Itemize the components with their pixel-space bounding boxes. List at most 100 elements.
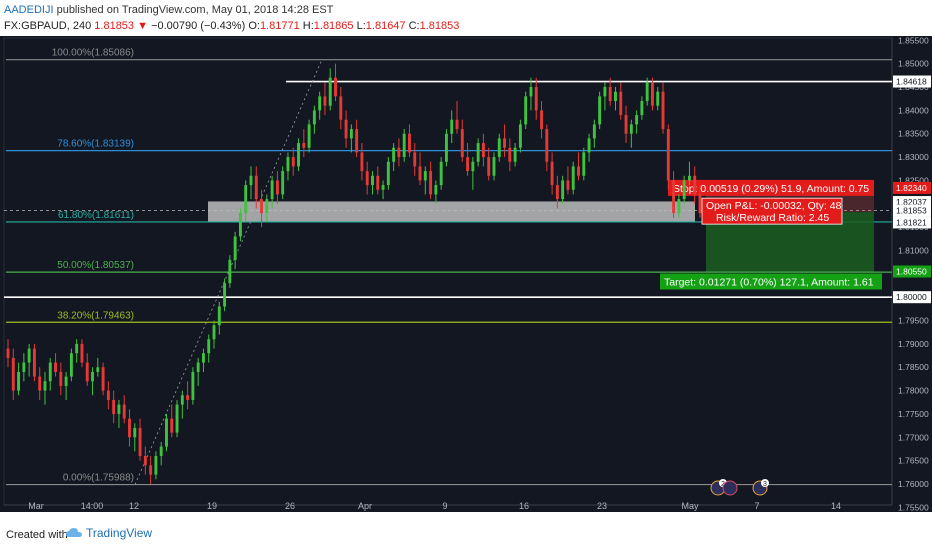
price-axis-label: 1.76000 xyxy=(898,479,929,489)
target-box xyxy=(660,273,882,290)
high-value: 1.81865 xyxy=(313,20,354,32)
candle-body xyxy=(17,371,21,391)
candle-body xyxy=(6,348,10,358)
stop-text: Stop: 0.00519 (0.29%) 51.9, Amount: 0.75 xyxy=(673,183,869,195)
candle-body xyxy=(386,161,390,186)
candle-body xyxy=(75,343,79,354)
candle-body xyxy=(38,376,42,391)
price-axis-label: 1.84000 xyxy=(898,105,929,115)
candle-body xyxy=(598,96,602,125)
candle-body xyxy=(328,77,332,106)
candle-body xyxy=(413,152,417,167)
candle-body xyxy=(429,171,433,195)
support-zone xyxy=(208,201,695,222)
price-tag-label: 1.84618 xyxy=(896,77,927,87)
price-chart[interactable]: 100.00%(1.85086) 78.60%(1.83139) 61.80%(1.… xyxy=(0,35,932,512)
candle-body xyxy=(112,399,116,414)
price-tag-label: 1.81853 xyxy=(896,206,927,216)
time-axis-label: 19 xyxy=(207,501,217,511)
time-axis-label: 9 xyxy=(442,501,447,511)
candle-body xyxy=(122,404,126,419)
candle-body xyxy=(540,110,543,130)
candle-body xyxy=(165,418,168,447)
candle-body xyxy=(106,390,110,400)
candle-body xyxy=(408,133,411,153)
footer: Created with TradingView xyxy=(0,512,932,550)
open-value: 1.81771 xyxy=(259,20,300,32)
price-tag-label: 1.80550 xyxy=(896,267,927,277)
price-axis-label: 1.82500 xyxy=(898,175,929,185)
candle-body xyxy=(455,119,459,130)
candle-body xyxy=(571,166,575,190)
candle-body xyxy=(128,418,131,438)
candle-body xyxy=(59,371,63,386)
candle-body xyxy=(355,129,359,153)
candle-body xyxy=(645,82,649,102)
price-axis-label: 1.85000 xyxy=(898,59,929,69)
candle-body xyxy=(344,119,348,139)
candle-body xyxy=(687,175,691,181)
candle-body xyxy=(91,371,94,382)
close-value: 1.81853 xyxy=(419,20,460,32)
candle-body xyxy=(32,348,36,377)
candle-body xyxy=(334,77,337,97)
candle-body xyxy=(397,147,401,158)
publish-text: published on TradingView.com, May 01, 20… xyxy=(56,4,334,16)
price-axis-label: 1.77500 xyxy=(898,409,929,419)
candle-body xyxy=(629,124,633,134)
event-count: 2 xyxy=(721,481,725,488)
candle-body xyxy=(566,180,570,190)
candle-body xyxy=(212,325,216,340)
price-axis-label: 1.78000 xyxy=(898,386,929,396)
candle-body xyxy=(80,343,84,363)
candle-body xyxy=(349,129,353,139)
candle-body xyxy=(170,418,174,433)
candle-body xyxy=(402,133,406,158)
time-axis-label: 14 xyxy=(831,501,841,511)
candle-body xyxy=(698,194,702,214)
chart-area[interactable]: 100.00%(1.85086) 78.60%(1.83139) 61.80%(1.… xyxy=(0,35,932,512)
price-axis-label: 1.77000 xyxy=(898,432,929,442)
candle-body xyxy=(69,353,73,377)
author-link[interactable]: AADEDIJI xyxy=(4,4,54,16)
brand-name: TradingView xyxy=(86,526,153,540)
candle-body xyxy=(651,82,654,106)
candle-body xyxy=(682,180,686,200)
candle-body xyxy=(614,91,617,102)
candle-body xyxy=(312,110,316,125)
candle-body xyxy=(487,157,491,176)
price-axis-label: 1.76500 xyxy=(898,456,929,466)
candle-body xyxy=(497,138,501,158)
candle-body xyxy=(233,236,237,260)
candle-body xyxy=(186,395,190,400)
candle-body xyxy=(117,404,121,414)
candle-body xyxy=(460,129,464,158)
candle-body xyxy=(635,115,639,125)
candle-body xyxy=(260,199,264,214)
candle-body xyxy=(48,362,52,382)
candle-body xyxy=(101,367,105,391)
time-axis-label: 26 xyxy=(285,501,295,511)
candle-body xyxy=(508,147,512,162)
candle-body xyxy=(360,152,364,172)
tradingview-logo[interactable]: TradingView xyxy=(66,526,152,540)
open-label: O: xyxy=(248,20,260,32)
fib-label: 38.20%(1.79463) xyxy=(57,310,134,321)
price-axis-label: 1.79000 xyxy=(898,339,929,349)
candle-body xyxy=(529,87,533,97)
event-count-badge xyxy=(761,479,769,487)
price-change: −0.00790 (−0.43%) xyxy=(151,20,246,32)
candle-body xyxy=(381,185,385,190)
fib-label: 50.00%(1.80537) xyxy=(57,260,134,271)
candle-body xyxy=(392,147,396,162)
candle-body xyxy=(439,161,443,186)
candle-body xyxy=(323,96,327,106)
candle-body xyxy=(592,124,596,139)
fib-label: 61.80%(1.81611) xyxy=(58,210,134,221)
price-tag xyxy=(893,75,931,88)
candle-body xyxy=(159,446,163,456)
pnl-box xyxy=(701,197,843,225)
fib-label: 100.00%(1.85086) xyxy=(52,48,134,59)
candle-body xyxy=(545,129,549,162)
low-value: 1.81647 xyxy=(365,20,406,32)
